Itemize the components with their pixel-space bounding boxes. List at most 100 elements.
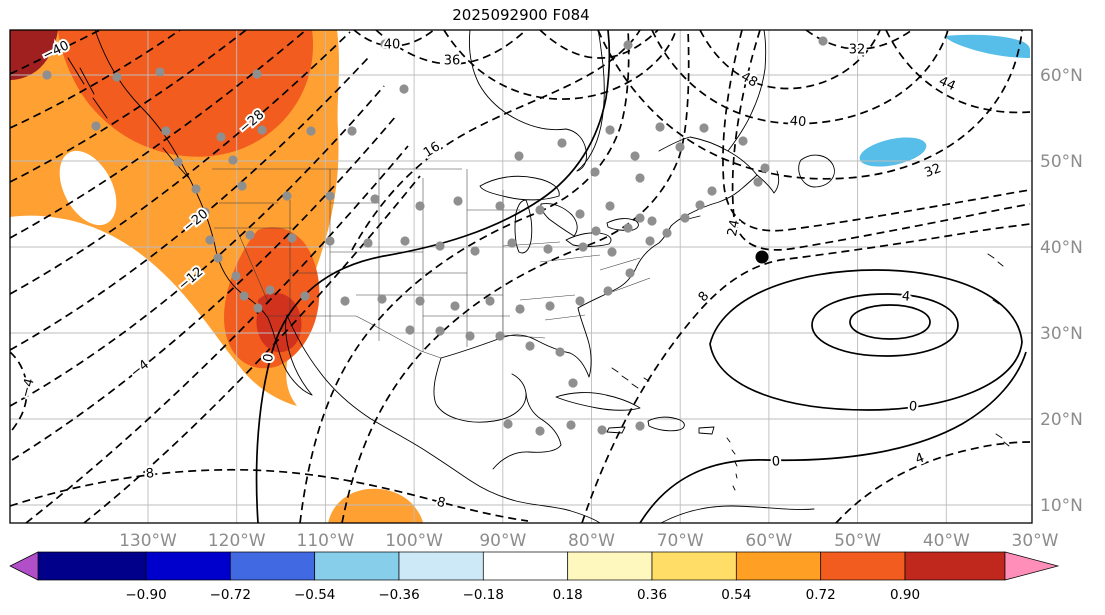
station-dot xyxy=(699,123,709,133)
coastline-segment xyxy=(286,314,601,523)
station-dot xyxy=(605,125,615,135)
colorbar-tick-label: −0.36 xyxy=(378,587,419,603)
coastline-segment xyxy=(468,30,587,172)
colorbar-segment xyxy=(567,551,653,581)
station-dot xyxy=(400,236,410,246)
colorbar-segment xyxy=(482,551,569,581)
station-dot xyxy=(470,246,480,256)
longitude-label: 40°W xyxy=(923,531,970,551)
contour-label: 8 xyxy=(435,495,447,512)
coastline-segment xyxy=(433,357,527,423)
coastline-segment xyxy=(732,485,736,491)
station-dot xyxy=(435,241,445,251)
contour-label: 0 xyxy=(771,454,780,470)
station-dot xyxy=(265,285,275,295)
station-dot xyxy=(597,425,607,435)
station-dot xyxy=(535,205,545,215)
contour-label: 4 xyxy=(914,451,927,468)
contour-label: 36 xyxy=(444,54,461,69)
station-dot xyxy=(555,347,565,357)
coastline-segment xyxy=(440,174,758,378)
contour-path xyxy=(10,57,369,351)
station-dot xyxy=(347,126,357,136)
station-dot xyxy=(760,163,770,173)
coastline-segment xyxy=(540,203,578,237)
contour-label: 8 xyxy=(145,466,155,482)
colorbar-segment xyxy=(37,551,147,581)
station-dot xyxy=(161,126,171,136)
longitude-label: 60°W xyxy=(745,531,792,551)
station-dot xyxy=(635,421,645,431)
station-dot xyxy=(603,286,613,296)
longitude-tick-labels: 130°W 120°W 110°W 100°W 90°W 80°W 70°W 60°W 50°W… xyxy=(119,531,1059,551)
coastline-segment xyxy=(987,253,995,259)
highlighted-station-dot xyxy=(755,250,769,264)
station-dot xyxy=(662,228,672,238)
latitude-label: 20°N xyxy=(1040,410,1083,430)
longitude-label: 50°W xyxy=(834,531,881,551)
station-dot xyxy=(753,177,763,187)
station-dot xyxy=(578,242,588,252)
station-dot xyxy=(645,236,655,246)
contour-label: 32 xyxy=(923,161,944,181)
station-dot xyxy=(818,36,828,46)
contour-path xyxy=(375,30,527,65)
station-dot xyxy=(675,142,685,152)
colorbar-below-arrow xyxy=(9,551,39,581)
contour-label: 48 xyxy=(738,69,760,90)
contour-path xyxy=(299,30,630,523)
latitude-label: 30°N xyxy=(1040,324,1083,344)
border-segment xyxy=(266,315,442,359)
station-dot xyxy=(287,233,297,243)
contour-path xyxy=(639,351,1027,523)
coastline-segment xyxy=(621,375,629,381)
coastline-segment xyxy=(79,67,95,95)
coastlines xyxy=(67,30,1010,523)
cyan-negative-region-east xyxy=(859,137,927,167)
station-dot xyxy=(325,236,335,246)
station-dot xyxy=(42,70,52,80)
figure-title: 2025092900 F084 xyxy=(452,6,590,24)
coastline-segment xyxy=(734,461,738,467)
coastline-segment xyxy=(756,170,780,194)
contour-path xyxy=(83,175,421,523)
station-dot xyxy=(495,201,505,211)
coastline-segment xyxy=(735,473,738,479)
coastline-segment xyxy=(660,505,815,523)
station-dot xyxy=(495,331,505,341)
longitude-label: 110°W xyxy=(297,531,355,551)
clear-gap xyxy=(59,150,117,226)
station-dot xyxy=(155,67,165,77)
contour-path xyxy=(10,30,307,239)
station-dot xyxy=(415,201,425,211)
station-dot xyxy=(607,247,617,257)
station-dot xyxy=(415,296,425,306)
contour-path xyxy=(341,30,690,523)
coastline-segment xyxy=(731,449,736,455)
coastline-segment xyxy=(606,218,639,231)
station-dot xyxy=(525,341,535,351)
coastline-segment xyxy=(1003,441,1010,447)
colorbar-tick-label: −0.72 xyxy=(210,587,251,603)
station-dot xyxy=(300,291,310,301)
contour-path xyxy=(849,304,931,340)
coastline-segment xyxy=(631,383,639,389)
station-dot xyxy=(245,230,255,240)
station-dot xyxy=(282,191,292,201)
station-dot xyxy=(370,194,380,204)
border-segment xyxy=(502,334,546,339)
station-dot xyxy=(575,296,585,306)
coastline-segment xyxy=(997,261,1004,267)
coastline-segment xyxy=(479,175,560,201)
border-segment xyxy=(611,277,651,293)
station-dot xyxy=(112,72,122,82)
station-dot xyxy=(205,235,215,245)
contour-path xyxy=(353,30,435,47)
station-dot xyxy=(173,157,183,167)
station-dot xyxy=(200,207,210,217)
station-dot xyxy=(514,151,524,161)
station-dot xyxy=(635,173,645,183)
coastline-segment xyxy=(492,392,562,470)
colorbar-segment xyxy=(651,551,737,581)
